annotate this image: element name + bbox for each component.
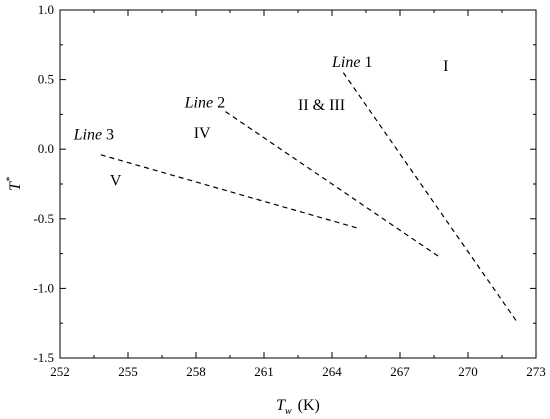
y-tick-label: 0.5 [38, 72, 54, 87]
x-axis-title-subscript: w [285, 406, 292, 417]
plot-frame [59, 9, 537, 359]
region-label: V [110, 172, 122, 189]
series-label-word: Line [184, 94, 213, 111]
series-label-2: Line 2 [184, 94, 225, 111]
region-annotations: I II & III IV V [110, 58, 449, 189]
y-axis-title-superscript: * [5, 177, 16, 182]
x-tick-label: 267 [390, 364, 410, 379]
series-label-word: Line [73, 126, 102, 143]
y-tick-label: -1.5 [33, 350, 54, 365]
series-label-word: Line [331, 54, 360, 71]
plot-border [59, 9, 537, 359]
y-axis-ticks: -1.5 -1.0 -0.5 0.0 0.5 1.0 [33, 2, 536, 365]
x-axis-title-main: T [276, 397, 286, 414]
region-label: I [443, 58, 448, 75]
y-tick-label: 1.0 [38, 2, 54, 17]
x-tick-label: 261 [254, 364, 274, 379]
series-label-3: Line 3 [73, 126, 114, 143]
series-label-number: 1 [364, 54, 372, 71]
x-axis-ticks: 252 255 258 261 264 267 270 273 [50, 10, 546, 379]
region-label: IV [194, 125, 211, 142]
x-tick-label: 273 [526, 364, 546, 379]
y-axis-title: T* [5, 177, 24, 191]
series-label-1: Line 1 [331, 54, 372, 71]
series-line-1 [342, 72, 519, 324]
y-tick-label: -0.5 [33, 211, 54, 226]
series-line-3 [100, 154, 360, 230]
series-line-2 [225, 111, 439, 257]
series-label-number: 3 [106, 126, 114, 143]
series-label-number: 2 [217, 94, 225, 111]
x-tick-label: 258 [186, 364, 206, 379]
y-axis-title-main: T [7, 181, 24, 191]
x-axis-title-unit: (K) [298, 397, 320, 414]
x-tick-label: 255 [118, 364, 138, 379]
region-label: II & III [298, 97, 345, 114]
x-tick-label: 270 [458, 364, 478, 379]
series-lines [100, 72, 519, 324]
x-axis-title: Tw (K) [276, 397, 320, 417]
y-tick-label: 0.0 [38, 141, 54, 156]
x-tick-label: 252 [50, 364, 70, 379]
y-tick-label: -1.0 [33, 280, 54, 295]
x-tick-label: 264 [322, 364, 342, 379]
